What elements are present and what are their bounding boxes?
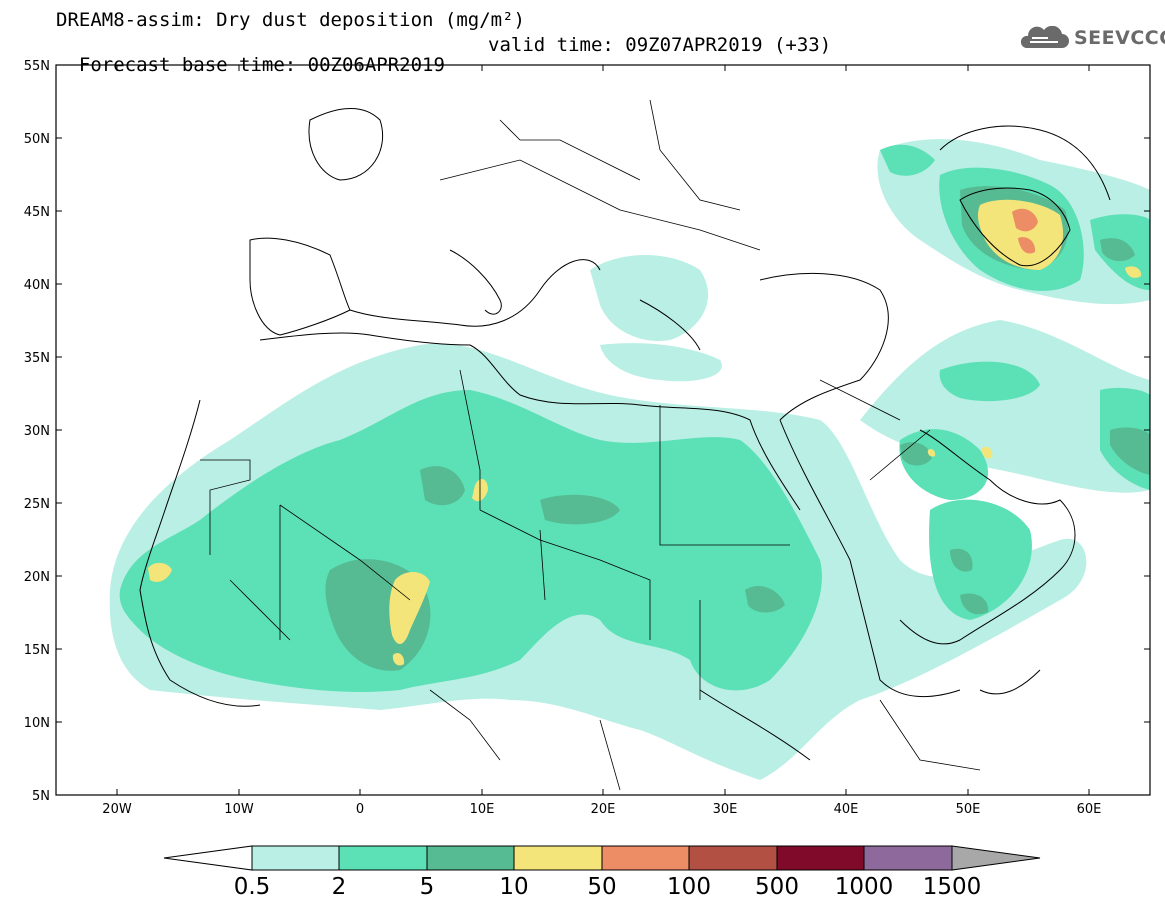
colorbar-label: 0.5 — [234, 874, 271, 900]
lon-label: 20E — [591, 802, 616, 817]
colorbar-label: 5 — [420, 874, 435, 900]
lon-label: 0 — [356, 802, 364, 817]
lat-label: 55N — [24, 59, 50, 74]
lon-label: 50E — [956, 802, 981, 817]
lat-label: 10N — [24, 716, 50, 731]
colorbar-label: 2 — [332, 874, 347, 900]
lon-label: 30E — [713, 802, 738, 817]
logo-text: SEEVCCC — [1074, 27, 1165, 49]
lon-label: 60E — [1077, 802, 1102, 817]
lat-label: 45N — [24, 205, 50, 220]
lat-ticks — [56, 64, 1150, 723]
colorbar-segment — [426, 845, 515, 871]
country-borders — [200, 99, 981, 791]
colorbar-segment — [601, 845, 690, 871]
colorbar-segment — [338, 845, 428, 871]
colorbar-segment — [251, 845, 340, 871]
cloud-icon — [1020, 26, 1069, 48]
lon-label: 20W — [102, 802, 132, 817]
map-title: DREAM8-assim: Dry dust deposition (mg/m²… — [56, 9, 525, 31]
lat-label: 20N — [24, 570, 50, 585]
lat-label: 50N — [24, 132, 50, 147]
valid-time: valid time: 09Z07APR2019 (+33) — [488, 34, 832, 56]
colorbar-label: 1000 — [835, 874, 894, 900]
lat-label: 35N — [24, 351, 50, 366]
colorbar: 0.5 2 5 10 50 100 500 1000 1500 — [163, 845, 1041, 900]
lat-label: 30N — [24, 424, 50, 439]
lat-label: 25N — [24, 497, 50, 512]
lat-label: 15N — [24, 643, 50, 658]
lat-label: 40N — [24, 278, 50, 293]
colorbar-over-arrow — [951, 845, 1041, 871]
lon-label: 10E — [470, 802, 495, 817]
lat-label: 5N — [32, 789, 50, 804]
colorbar-segment — [513, 845, 603, 871]
seevccc-logo: SEEVCCC — [1018, 26, 1165, 50]
lon-label: 40E — [834, 802, 859, 817]
coastlines — [139, 107, 1111, 761]
colorbar-segment — [776, 845, 865, 871]
lat-labels: 55N 50N 45N 40N 35N 30N 25N 20N 15N 10N … — [24, 59, 50, 804]
colorbar-label: 1500 — [923, 874, 982, 900]
colorbar-label: 50 — [587, 874, 616, 900]
colorbar-under-arrow — [163, 845, 253, 871]
colorbar-segment — [688, 845, 778, 871]
lon-labels: 20W 10W 0 10E 20E 30E 40E 50E 60E — [102, 802, 1101, 817]
colorbar-segment — [863, 845, 953, 871]
lon-label: 10W — [224, 802, 254, 817]
shade-level-50 — [1012, 208, 1038, 254]
colorbar-label: 500 — [755, 874, 799, 900]
colorbar-label: 10 — [499, 874, 528, 900]
colorbar-label: 100 — [667, 874, 711, 900]
lon-ticks — [116, 65, 1090, 795]
shade-level-10 — [148, 199, 1142, 666]
deposition-shading — [109, 139, 1150, 780]
